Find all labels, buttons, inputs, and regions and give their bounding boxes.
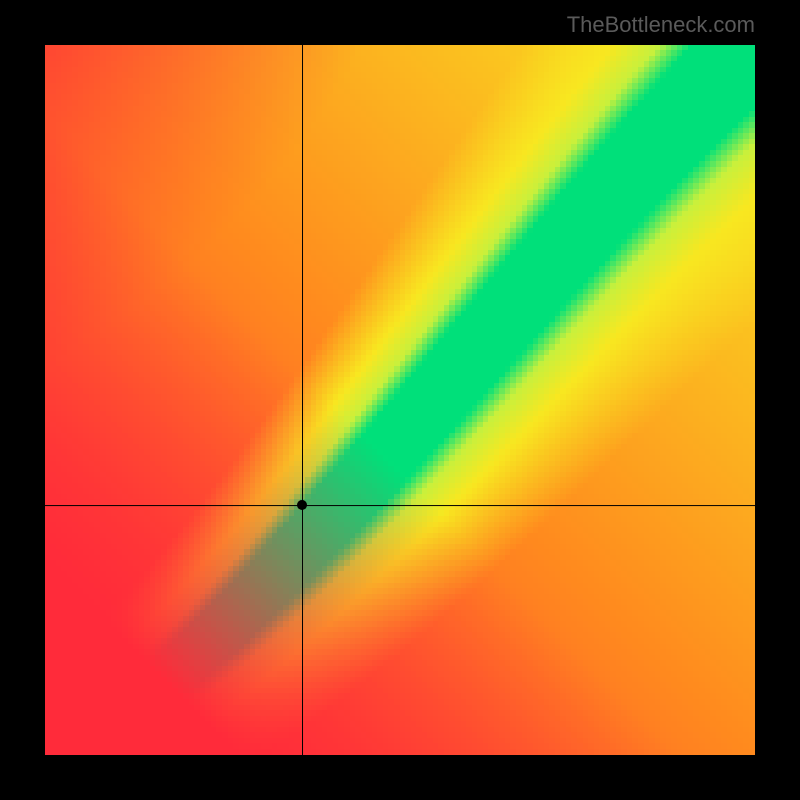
watermark-text: TheBottleneck.com	[567, 12, 755, 38]
chart-stage: TheBottleneck.com	[0, 0, 800, 800]
bottleneck-heatmap	[45, 45, 755, 755]
